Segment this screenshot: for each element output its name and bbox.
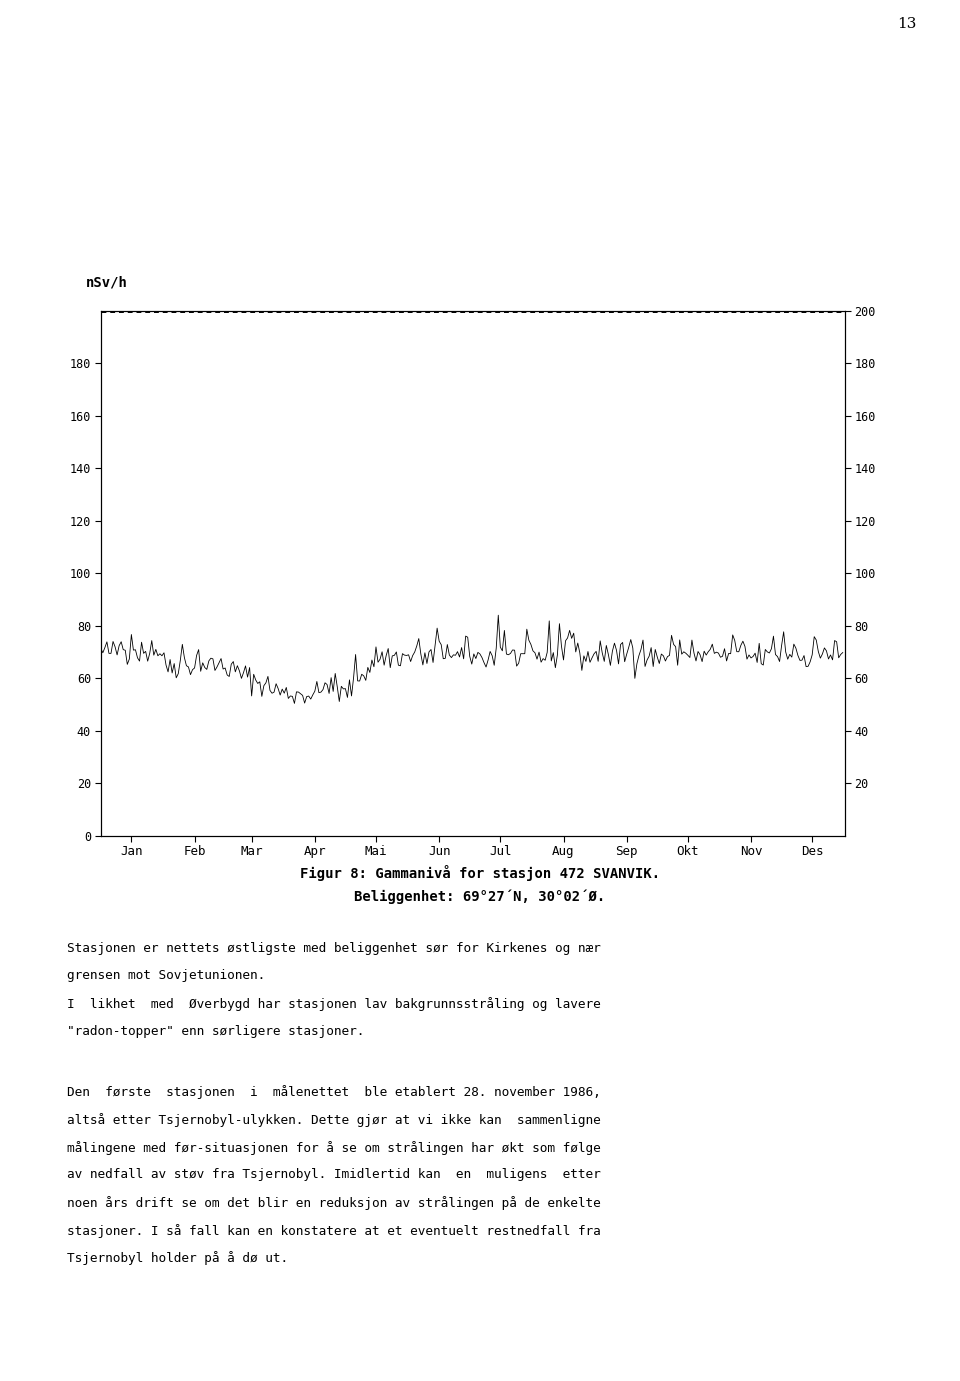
Text: 13: 13 [898, 17, 917, 30]
Text: Figur 8: Gammanivå for stasjon 472 SVANVIK.: Figur 8: Gammanivå for stasjon 472 SVANV… [300, 865, 660, 881]
Text: Tsjernobyl holder på å dø ut.: Tsjernobyl holder på å dø ut. [67, 1251, 288, 1265]
Text: stasjoner. I så fall kan en konstatere at et eventuelt restnedfall fra: stasjoner. I så fall kan en konstatere a… [67, 1224, 601, 1237]
Text: Stasjonen er nettets østligste med beliggenhet sør for Kirkenes og nær: Stasjonen er nettets østligste med belig… [67, 942, 601, 954]
Text: "radon-topper" enn sørligere stasjoner.: "radon-topper" enn sørligere stasjoner. [67, 1025, 365, 1037]
Text: altså etter Tsjernobyl-ulykken. Dette gjør at vi ikke kan  sammenligne: altså etter Tsjernobyl-ulykken. Dette gj… [67, 1113, 601, 1127]
Text: grensen mot Sovjetunionen.: grensen mot Sovjetunionen. [67, 969, 266, 982]
Text: I  likhet  med  Øverbygd har stasjonen lav bakgrunnsstråling og lavere: I likhet med Øverbygd har stasjonen lav … [67, 997, 601, 1011]
Text: nSv/h: nSv/h [86, 276, 128, 290]
Text: målingene med før-situasjonen for å se om strålingen har økt som følge: målingene med før-situasjonen for å se o… [67, 1141, 601, 1155]
Text: av nedfall av støv fra Tsjernobyl. Imidlertid kan  en  muligens  etter: av nedfall av støv fra Tsjernobyl. Imidl… [67, 1168, 601, 1181]
Text: Den  første  stasjonen  i  målenettet  ble etablert 28. november 1986,: Den første stasjonen i målenettet ble et… [67, 1085, 601, 1099]
Text: Beliggenhet: 69°27´N, 30°02´Ø.: Beliggenhet: 69°27´N, 30°02´Ø. [354, 889, 606, 903]
Text: noen års drift se om det blir en reduksjon av strålingen på de enkelte: noen års drift se om det blir en reduksj… [67, 1196, 601, 1210]
